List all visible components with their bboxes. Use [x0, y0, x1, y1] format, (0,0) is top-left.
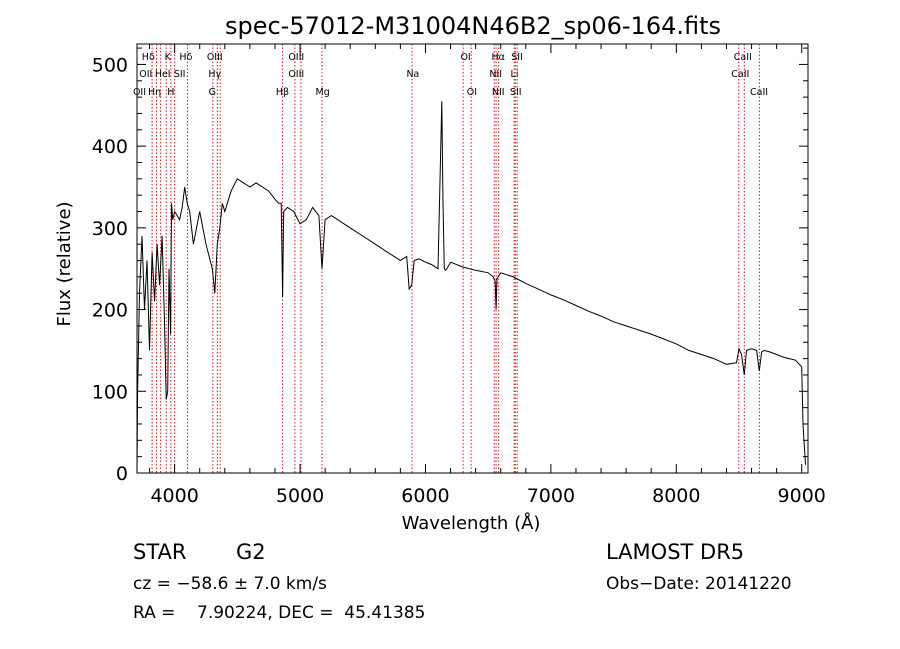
redshift-cz: cz = −58.6 ± 7.0 km/s: [133, 574, 327, 594]
plot-frame: [136, 43, 809, 474]
y-tick-label: 0: [116, 463, 128, 485]
ra-dec-coords: RA = 7.90224, DEC = 45.41385: [133, 603, 426, 623]
spectral-line-label: Hβ: [276, 87, 289, 98]
y-axis-label: Flux (relative): [54, 201, 75, 326]
spectral-line-label: OII: [133, 87, 146, 98]
spectral-line-label: NII: [489, 69, 502, 80]
y-tick-label: 400: [92, 136, 128, 158]
x-tick-label: 9000: [778, 485, 826, 507]
survey-name: LAMOST DR5: [606, 540, 745, 564]
chart-title: spec-57012-M31004N46B2_sp06-164.fits: [225, 12, 721, 40]
object-class: STAR: [133, 540, 187, 564]
x-axis-ticks: 4000 5000 6000 7000 8000 9000: [149, 44, 826, 507]
spectral-line-label: OI: [460, 52, 470, 63]
spectral-line-label: H: [167, 87, 174, 98]
spectral-line-label: Hδ: [142, 52, 155, 63]
spectral-line-label: Mg: [316, 87, 330, 98]
y-tick-label: 500: [92, 54, 128, 76]
spectral-line-label: NII: [492, 87, 505, 98]
x-tick-label: 6000: [401, 485, 449, 507]
spectral-line-label: Na: [406, 69, 419, 80]
spectral-line-label: SII: [510, 87, 522, 98]
spectral-line-label: CaII: [731, 69, 749, 80]
spectral-line-label: Li: [511, 69, 519, 80]
spectral-line-label: Hη: [148, 87, 161, 98]
x-axis-label: Wavelength (Å): [402, 512, 541, 534]
x-tick-label: 5000: [276, 485, 324, 507]
x-tick-label: 4000: [150, 485, 198, 507]
spectral-line-label: HeI: [155, 69, 171, 80]
y-tick-label: 300: [92, 218, 128, 240]
spectral-line-label: G: [209, 87, 216, 98]
y-tick-label: 200: [92, 300, 128, 322]
spectral-line-label: K: [165, 52, 172, 63]
spectral-line-label: Hα: [492, 52, 505, 63]
spectral-line-label: Hγ: [208, 69, 221, 80]
x-tick-label: 8000: [652, 485, 700, 507]
spectral-line-label: OIII: [288, 52, 304, 63]
spectral-line-label: Hδ: [179, 52, 192, 63]
spectral-lines: [151, 44, 760, 473]
spectral-line-label: OIII: [288, 69, 304, 80]
spectral-line-label: CaII: [734, 52, 752, 63]
spectral-line-label: OIII: [207, 52, 223, 63]
y-axis-ticks: 0 100 200 300 400 500: [92, 47, 808, 485]
spectral-line-label: OII: [139, 69, 152, 80]
y-tick-label: 100: [92, 381, 128, 403]
spectrum-series: [136, 101, 806, 474]
spectral-line-label: OI: [467, 87, 477, 98]
x-tick-label: 7000: [527, 485, 575, 507]
object-subclass: G2: [236, 540, 266, 564]
spectral-line-label: SII: [174, 69, 186, 80]
spectral-line-label: SII: [511, 52, 523, 63]
observation-date: Obs−Date: 20141220: [606, 574, 792, 594]
spectral-line-label: CaII: [750, 87, 768, 98]
